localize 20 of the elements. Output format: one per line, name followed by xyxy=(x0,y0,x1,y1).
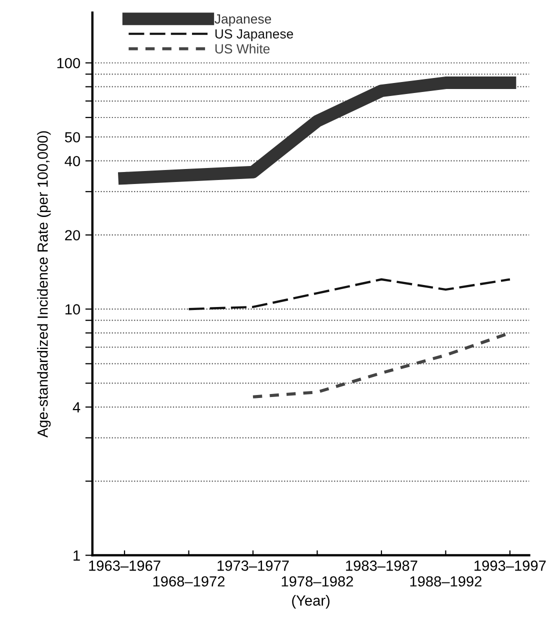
text: US Japanese xyxy=(215,29,294,42)
text: US White xyxy=(215,44,270,54)
x-tick-label: 1968–1972 xyxy=(153,576,225,587)
y-tick-label: 4 xyxy=(72,402,80,412)
x-tick-label: 1993–1997 xyxy=(474,560,546,571)
x-tick-label: 1988–1992 xyxy=(410,576,482,587)
text: Japanese xyxy=(214,14,272,26)
x-tick-label: 1963–1967 xyxy=(89,560,160,571)
line-series xyxy=(188,278,512,310)
x-tick-label: 1983–1987 xyxy=(346,560,418,571)
x-tick-label: 1973–1977 xyxy=(218,560,289,571)
y-tick-label: 50 xyxy=(64,132,80,142)
y-tick-label: 20 xyxy=(65,230,80,240)
x-axis-title: (Year) xyxy=(292,595,330,609)
y-axis-title: Age-standardized Incidence Rate (per 100,000) xyxy=(37,131,51,438)
y-tick-label: 10 xyxy=(65,304,80,315)
x-tick-label: 1978–1982 xyxy=(282,576,353,587)
y-tick-label: 100 xyxy=(57,58,80,68)
y-tick-label: 40 xyxy=(64,156,80,166)
y-tick-label: 1 xyxy=(74,550,80,561)
